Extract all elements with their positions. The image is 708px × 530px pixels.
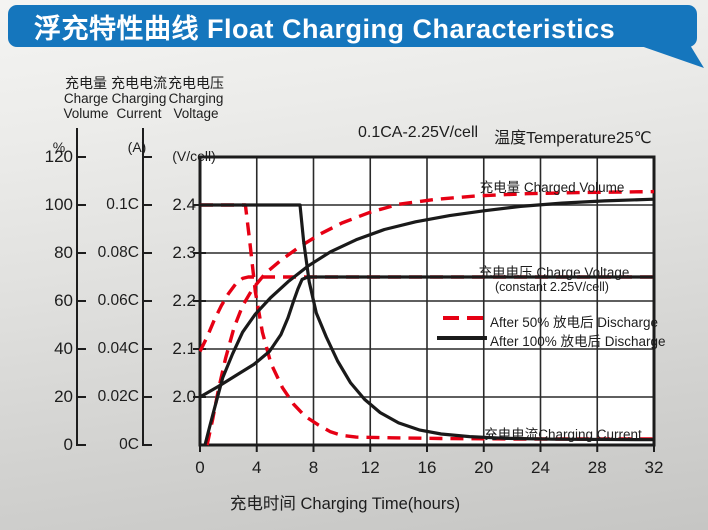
y-tick-current: 0C	[119, 436, 139, 453]
y-tick-volume: 120	[44, 147, 73, 166]
x-tick: 0	[195, 458, 205, 477]
x-tick: 4	[252, 458, 262, 477]
axis-header-charge-volume: 充电量 Charge Volume	[63, 75, 109, 122]
x-tick: 28	[587, 458, 607, 477]
plot-border	[198, 155, 656, 447]
x-tick: 20	[474, 458, 494, 477]
condition-value: 0.1CA-2.25V/cell	[358, 124, 479, 141]
curve-voltage-after-100	[199, 275, 654, 399]
y-tick-voltage: 2.2	[172, 291, 196, 310]
charge-voltage-constant-label: (constant 2.25V/cell)	[495, 280, 609, 294]
curve-volume-after-100	[203, 197, 655, 446]
legend-label-after-100: After 100% 放电后 Discharge	[490, 334, 666, 349]
y-tick-voltage: 2.3	[172, 243, 196, 262]
test-condition-annotation: 0.1CA-2.25V/cell 温度Temperature25℃	[358, 124, 652, 148]
current-axis-unit: (A)	[127, 139, 147, 155]
legend-solid-line-sample	[437, 336, 487, 340]
y-tick-volume: 60	[54, 291, 73, 310]
y-tick-voltage: 2.1	[172, 339, 196, 358]
title-banner: 浮充特性曲线 Float Charging Characteristics	[8, 5, 697, 47]
y-tick-current: 0.1C	[106, 196, 139, 213]
y-tick-volume: 0	[63, 435, 73, 454]
title-banner-tail-icon	[638, 45, 704, 68]
axis-header-charging-current: 充电电流 Charging Current	[111, 75, 167, 122]
y-tick-volume: 20	[54, 387, 73, 406]
y-tick-current: 0.02C	[97, 388, 139, 405]
curve-voltage-after-50	[199, 275, 654, 353]
charged-volume-curve-label: 充电量 Charged Volume	[479, 180, 625, 195]
y-tick-current: 0.06C	[97, 292, 139, 309]
x-axis-label: 充电时间 Charging Time(hours)	[229, 495, 461, 513]
curve-volume-after-50	[205, 189, 655, 446]
y-tick-volume: 80	[54, 243, 73, 262]
y-tick-current: 0.08C	[97, 244, 139, 261]
legend-dashed-line-sample	[443, 316, 483, 320]
x-tick: 8	[308, 458, 319, 477]
x-tick: 16	[417, 458, 437, 477]
charging-current-curve-label: 充电电流Charging Current	[484, 427, 642, 442]
y-tick-volume: 100	[44, 195, 73, 214]
x-tick: 12	[360, 458, 380, 477]
charge-voltage-curve-label: 充电电压 Charge Voltage	[478, 265, 630, 280]
y-tick-volume: 40	[54, 339, 73, 358]
y-tick-voltage: 2.4	[172, 195, 196, 214]
y-tick-current: 0.04C	[97, 340, 139, 357]
volume-axis-unit: %	[52, 139, 66, 155]
legend-label-after-50: After 50% 放电后 Discharge	[490, 315, 659, 330]
curve-current-after-50	[200, 203, 654, 441]
axis-header-charging-voltage: 充电电压 Charging Voltage	[168, 75, 224, 122]
x-tick: 24	[531, 458, 550, 477]
temperature-value: 温度Temperature25℃	[494, 130, 652, 147]
y-tick-voltage: 2.0	[172, 387, 196, 406]
x-tick: 32	[644, 458, 664, 477]
page-title: 浮充特性曲线 Float Charging Characteristics	[34, 13, 616, 44]
voltage-axis-unit: (V/cell)	[172, 148, 216, 164]
